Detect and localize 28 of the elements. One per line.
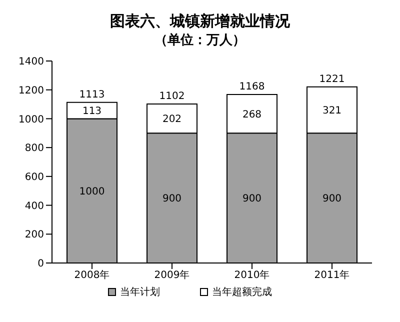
y-tick-label: 200 bbox=[24, 230, 44, 241]
data-label: 202 bbox=[162, 114, 182, 126]
data-label: 268 bbox=[242, 109, 262, 120]
y-tick-label: 400 bbox=[24, 200, 44, 212]
total-label: 1168 bbox=[239, 81, 265, 92]
y-tick-label: 1000 bbox=[18, 114, 44, 126]
x-tick-label: 2008年 bbox=[74, 269, 110, 282]
y-tick-label: 1200 bbox=[18, 85, 44, 96]
y-tick-label: 1400 bbox=[18, 56, 44, 68]
chart-subtitle: （单位：万人） bbox=[154, 32, 246, 49]
chart-title: 图表六、城镇新增就业情况 bbox=[109, 11, 291, 31]
total-label: 1113 bbox=[79, 89, 105, 100]
data-label: 113 bbox=[82, 106, 102, 118]
legend-label: 当年计划 bbox=[120, 286, 160, 299]
legend-label: 当年超额完成 bbox=[212, 286, 272, 299]
data-label: 900 bbox=[242, 194, 262, 205]
total-label: 1221 bbox=[319, 74, 345, 85]
y-tick-label: 0 bbox=[38, 258, 44, 270]
x-tick-label: 2011年 bbox=[314, 269, 350, 282]
data-label: 900 bbox=[162, 194, 182, 205]
data-label: 321 bbox=[322, 106, 342, 117]
x-tick-label: 2009年 bbox=[154, 269, 190, 282]
total-label: 1102 bbox=[159, 90, 185, 102]
data-label: 1000 bbox=[79, 186, 105, 198]
y-tick-label: 800 bbox=[24, 143, 44, 154]
x-tick-label: 2010年 bbox=[234, 269, 270, 282]
data-label: 900 bbox=[322, 194, 342, 205]
y-tick-label: 600 bbox=[24, 172, 44, 183]
